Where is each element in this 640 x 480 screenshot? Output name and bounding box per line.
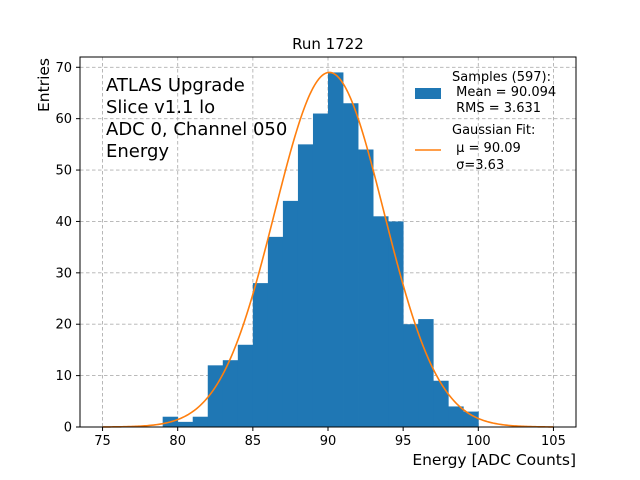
y-axis-title: Entries (35, 58, 53, 112)
histogram-bar (403, 324, 419, 427)
histogram-bar (388, 221, 404, 427)
histogram-bar (192, 416, 209, 427)
histogram-bar (207, 365, 224, 427)
legend-samples-title: Samples (597): (452, 70, 551, 85)
y-tick-label: 30 (55, 266, 72, 281)
histogram-bar (222, 360, 239, 427)
x-tick-label: 85 (245, 434, 262, 449)
y-tick-label: 40 (55, 215, 72, 230)
histogram-bar (358, 149, 374, 427)
legend: Samples (597): Mean = 90.094 RMS = 3.631… (415, 70, 556, 173)
annotation-line-3: ADC 0, Channel 050 (106, 119, 287, 140)
y-tick-label: 70 (55, 61, 72, 76)
histogram-bar (177, 421, 194, 427)
legend-fit-sigma: σ=3.63 (452, 158, 504, 173)
histogram-bar (448, 406, 464, 427)
annotation-line-4: Energy (106, 141, 169, 162)
y-tick-label: 60 (55, 112, 72, 127)
histogram-bar (267, 236, 284, 427)
x-tick-label: 100 (466, 434, 491, 449)
histogram-bar (282, 200, 299, 427)
annotation-line-1: ATLAS Upgrade (106, 75, 245, 96)
x-tick-label: 95 (395, 434, 412, 449)
histogram-bar (237, 344, 254, 427)
legend-samples-rms: RMS = 3.631 (452, 101, 541, 116)
gaussian-fit-curve (102, 71, 554, 428)
histogram-bar (373, 216, 389, 427)
annotation-line-2: Slice v1.1 lo (106, 97, 215, 118)
histogram-bar (418, 319, 434, 427)
y-tick-label: 50 (55, 164, 72, 179)
x-tick-label: 90 (320, 434, 337, 449)
legend-samples-swatch (415, 88, 441, 99)
histogram-bar (297, 144, 314, 427)
y-tick-label: 0 (64, 421, 72, 436)
legend-fit-title: Gaussian Fit: (452, 123, 535, 138)
x-axis-ticks: 75 80 85 90 95 100 105 (94, 427, 566, 449)
histogram-bars (162, 72, 479, 428)
x-tick-label: 75 (94, 434, 111, 449)
annotation-box: ATLAS Upgrade Slice v1.1 lo ADC 0, Chann… (106, 75, 287, 162)
chart-title: Run 1722 (292, 35, 364, 53)
y-axis-ticks: 0 10 20 30 40 50 60 70 (55, 61, 80, 436)
legend-fit-mu: μ = 90.09 (452, 141, 521, 156)
histogram-bar (343, 103, 359, 427)
histogram-bar (252, 283, 269, 427)
x-tick-label: 80 (169, 434, 186, 449)
y-tick-label: 20 (55, 318, 72, 333)
legend-samples-mean: Mean = 90.094 (452, 85, 556, 100)
y-tick-label: 10 (55, 369, 72, 384)
x-axis-title: Energy [ADC Counts] (412, 451, 576, 469)
histogram-bar (463, 411, 479, 427)
histogram-bar (312, 113, 329, 428)
x-tick-label: 105 (541, 434, 566, 449)
histogram-bar (328, 72, 344, 428)
histogram-bar (433, 380, 449, 427)
